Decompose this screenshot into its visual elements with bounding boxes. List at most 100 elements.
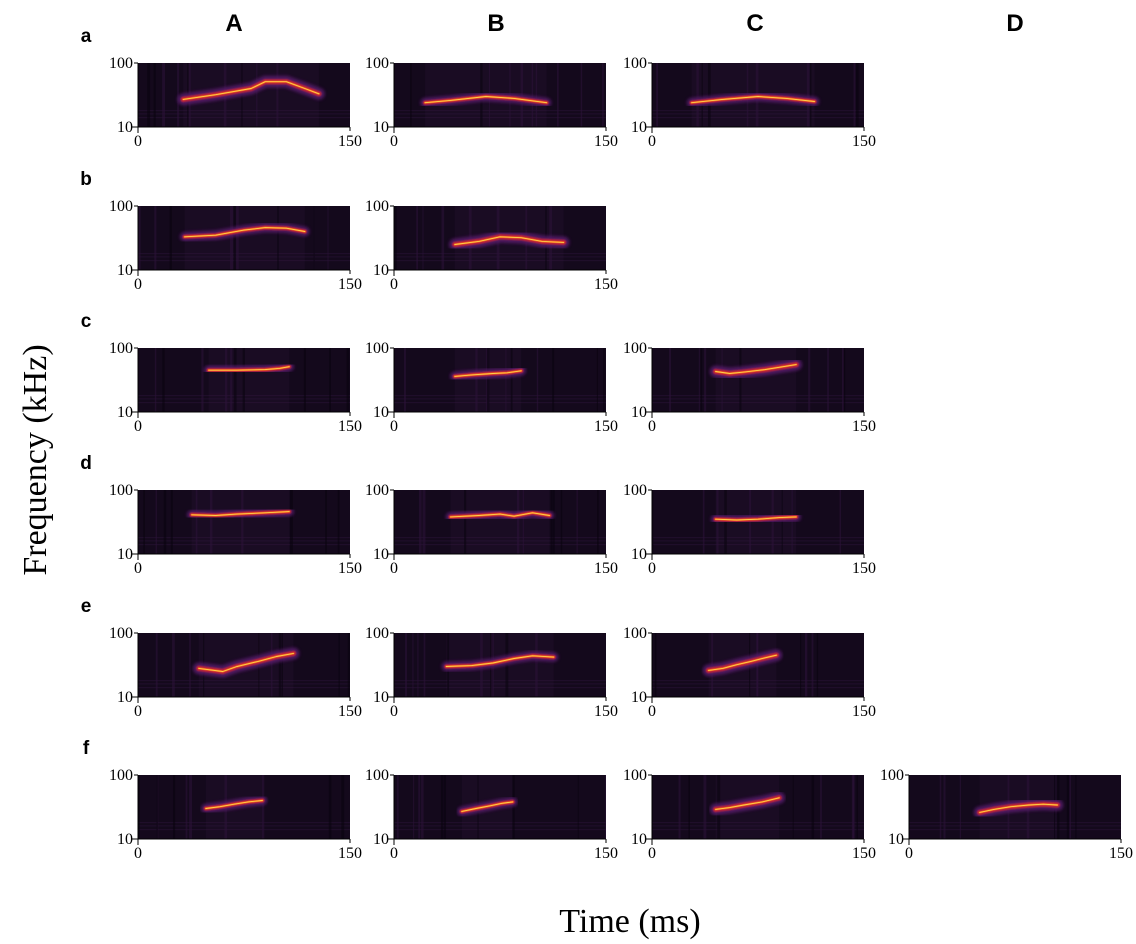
- x-tick-label: 150: [594, 418, 618, 435]
- spectrogram-panel-b-a: 10 100 0 150: [109, 198, 362, 293]
- contour-peak: [198, 652, 294, 672]
- spectrogram-panel-f-a: 10 100 0 150: [109, 767, 362, 862]
- x-tick-label: 0: [390, 418, 398, 435]
- spectrogram-panel-d-a: 10 100 0 150: [109, 482, 362, 577]
- call-contour: [201, 795, 268, 814]
- spectrogram-panel-b-b: 10 100 0 150: [365, 198, 618, 293]
- x-tick-label: 0: [390, 276, 398, 293]
- contour-peak: [191, 511, 290, 516]
- spectrogram-panel-f-d: 10 100 0 150: [880, 767, 1133, 862]
- call-contour: [445, 508, 555, 522]
- y-tick-label: 100: [109, 482, 133, 499]
- call-contour: [441, 651, 559, 672]
- contour-peak: [979, 803, 1058, 813]
- y-tick-label: 100: [365, 198, 389, 215]
- spectrogram-panel-c-c: 10 100 0 150: [623, 340, 876, 435]
- call-contour: [420, 91, 552, 108]
- row-label-e: e: [81, 596, 92, 617]
- x-tick-label: 150: [338, 703, 362, 720]
- x-tick-label: 150: [852, 560, 876, 577]
- y-tick-label: 10: [631, 689, 647, 706]
- x-tick-label: 150: [852, 418, 876, 435]
- x-tick-label: 0: [648, 703, 656, 720]
- y-tick-label: 100: [109, 767, 133, 784]
- column-headers: A B C D: [225, 10, 1023, 37]
- contour-peak: [450, 512, 550, 518]
- contour-peak: [691, 96, 815, 104]
- x-tick-label: 150: [1109, 845, 1133, 862]
- y-tick-label: 10: [631, 546, 647, 563]
- x-tick-label: 150: [852, 133, 876, 150]
- x-tick-label: 0: [390, 845, 398, 862]
- y-tick-label: 10: [373, 262, 389, 279]
- y-tick-label: 10: [373, 689, 389, 706]
- x-tick-label: 0: [648, 845, 656, 862]
- row-label-c: c: [81, 311, 92, 332]
- x-tick-label: 150: [594, 845, 618, 862]
- call-contour: [709, 791, 786, 816]
- y-tick-label: 100: [365, 340, 389, 357]
- x-tick-label: 150: [338, 845, 362, 862]
- y-tick-label: 100: [365, 767, 389, 784]
- contour-peak: [715, 797, 780, 810]
- y-tick-label: 10: [373, 831, 389, 848]
- y-tick-label: 10: [117, 831, 133, 848]
- call-contour: [973, 798, 1064, 819]
- y-tick-label: 10: [888, 831, 904, 848]
- background-noise: [138, 775, 350, 839]
- x-tick-label: 0: [648, 560, 656, 577]
- background-noise: [138, 490, 350, 554]
- contour-peak: [708, 654, 777, 671]
- x-tick-label: 0: [134, 845, 142, 862]
- y-tick-label: 100: [623, 767, 647, 784]
- y-tick-label: 10: [373, 404, 389, 421]
- spectrogram-panel-a-c: 10 100 0 150: [623, 55, 876, 150]
- spectrogram-panel-f-c: 10 100 0 150: [623, 767, 876, 862]
- spectrogram-panel-a-a: 10 100 0 150: [109, 55, 362, 150]
- x-tick-label: 0: [390, 133, 398, 150]
- y-tick-label: 10: [117, 119, 133, 136]
- y-tick-label: 100: [880, 767, 904, 784]
- y-tick-label: 10: [373, 119, 389, 136]
- x-tick-label: 150: [852, 845, 876, 862]
- call-contour: [686, 91, 820, 108]
- column-header-c: C: [746, 10, 763, 37]
- call-contour: [702, 649, 783, 677]
- spectrogram-panel-e-c: 10 100 0 150: [623, 625, 876, 720]
- x-tick-label: 150: [852, 703, 876, 720]
- y-tick-label: 100: [623, 340, 647, 357]
- spectrogram-panel-e-a: 10 100 0 150: [109, 625, 362, 720]
- y-tick-label: 10: [631, 404, 647, 421]
- y-tick-label: 100: [109, 340, 133, 357]
- row-label-a: a: [81, 26, 92, 47]
- column-header-b: B: [487, 10, 504, 37]
- spectrogram-panel-e-b: 10 100 0 150: [365, 625, 618, 720]
- x-tick-label: 0: [134, 276, 142, 293]
- call-contour: [179, 222, 310, 242]
- y-tick-label: 100: [109, 625, 133, 642]
- call-contour: [193, 647, 300, 678]
- x-tick-label: 0: [134, 133, 142, 150]
- call-contour: [450, 366, 526, 382]
- x-tick-label: 150: [594, 276, 618, 293]
- contour-peak: [445, 655, 555, 667]
- column-header-a: A: [225, 10, 242, 37]
- x-tick-label: 150: [338, 133, 362, 150]
- contour-peak: [454, 370, 522, 377]
- y-tick-label: 10: [117, 262, 133, 279]
- call-contour: [177, 75, 325, 106]
- y-tick-label: 100: [109, 198, 133, 215]
- row-labels: a b c d e f: [80, 26, 92, 759]
- background-noise: [138, 348, 350, 412]
- spectrogram-panel-c-b: 10 100 0 150: [365, 340, 618, 435]
- x-tick-label: 150: [338, 560, 362, 577]
- y-tick-label: 100: [365, 55, 389, 72]
- x-tick-label: 0: [648, 418, 656, 435]
- y-tick-label: 100: [365, 482, 389, 499]
- x-tick-label: 0: [134, 560, 142, 577]
- call-contour: [710, 512, 801, 525]
- y-tick-label: 10: [117, 404, 133, 421]
- x-tick-label: 150: [594, 560, 618, 577]
